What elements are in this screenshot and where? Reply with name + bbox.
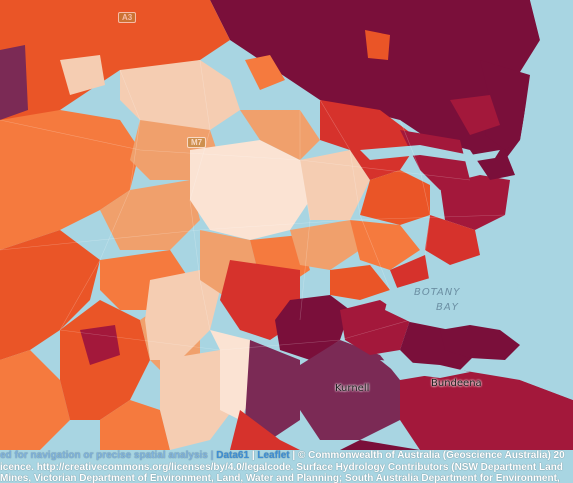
- contributors-text: Mines, Victorian Department of Environme…: [0, 473, 560, 483]
- region-s-8[interactable]: [340, 440, 420, 450]
- commonwealth-attribution: | © Commonwealth of Australia (Geoscienc…: [292, 450, 565, 461]
- attribution-separator-2: |: [251, 450, 258, 461]
- region-acc-6[interactable]: [245, 55, 285, 90]
- region-s-4[interactable]: [340, 300, 410, 355]
- region-acc-2[interactable]: [60, 55, 105, 95]
- region-kurnell[interactable]: [440, 325, 520, 360]
- region-ie-5[interactable]: [440, 175, 510, 230]
- attribution-line-3: Mines, Victorian Department of Environme…: [0, 473, 573, 483]
- harbour-water: [360, 145, 500, 162]
- region-s-5[interactable]: [400, 370, 573, 450]
- region-s-1[interactable]: [275, 295, 350, 360]
- data61-link[interactable]: Data61: [216, 450, 250, 461]
- port-hacking-water: [380, 360, 470, 378]
- botany-bay-label: BOTANY: [414, 287, 461, 298]
- region-northwest[interactable]: [0, 0, 230, 120]
- attribution-separator: |: [210, 450, 217, 461]
- region-acc-4[interactable]: [80, 325, 120, 365]
- region-central-6[interactable]: [290, 220, 360, 270]
- ocean-east: [510, 0, 573, 400]
- region-s-7[interactable]: [230, 410, 300, 450]
- region-central-1[interactable]: [190, 140, 310, 240]
- region-acc-5[interactable]: [450, 95, 500, 135]
- licence-text: icence. http://creativecommons.org/licen…: [0, 462, 563, 473]
- road-shield-m7: M7: [187, 137, 207, 148]
- region-ie-4[interactable]: [400, 130, 470, 190]
- road-shield-a3: A3: [118, 12, 137, 23]
- attribution-line-1: ed for navigation or precise spatial ana…: [0, 450, 573, 461]
- place-label-bundeena: Bundeena: [431, 378, 482, 389]
- region-cw-6[interactable]: [145, 270, 220, 360]
- place-label-kurnell: Kurnell: [335, 383, 370, 394]
- region-west-1[interactable]: [0, 110, 140, 250]
- region-west-3[interactable]: [0, 350, 70, 450]
- region-north[interactable]: [210, 0, 540, 160]
- region-west-2[interactable]: [0, 230, 100, 360]
- region-borders: [0, 59, 506, 351]
- region-cw-1[interactable]: [120, 60, 240, 130]
- region-cw-3[interactable]: [100, 180, 200, 250]
- attribution-line-2: icence. http://creativecommons.org/licen…: [0, 462, 573, 473]
- leaflet-link[interactable]: Leaflet: [257, 450, 290, 461]
- region-ie-8[interactable]: [330, 265, 390, 300]
- region-central-2[interactable]: [240, 110, 320, 160]
- botany-bay-label-line2: BAY: [436, 302, 459, 313]
- region-west-5[interactable]: [100, 400, 170, 450]
- region-ie-3[interactable]: [350, 220, 420, 270]
- region-ie-6[interactable]: [425, 215, 480, 265]
- botany-bay-water: [385, 275, 500, 330]
- region-s-3[interactable]: [245, 340, 300, 440]
- region-acc-3[interactable]: [0, 45, 28, 120]
- region-central-3[interactable]: [300, 150, 370, 220]
- region-s-2[interactable]: [300, 340, 400, 440]
- region-ie-2[interactable]: [360, 170, 430, 225]
- region-ie-1[interactable]: [320, 100, 420, 180]
- region-acc-1[interactable]: [365, 30, 390, 60]
- disclaimer-text: ed for navigation or precise spatial ana…: [0, 450, 208, 461]
